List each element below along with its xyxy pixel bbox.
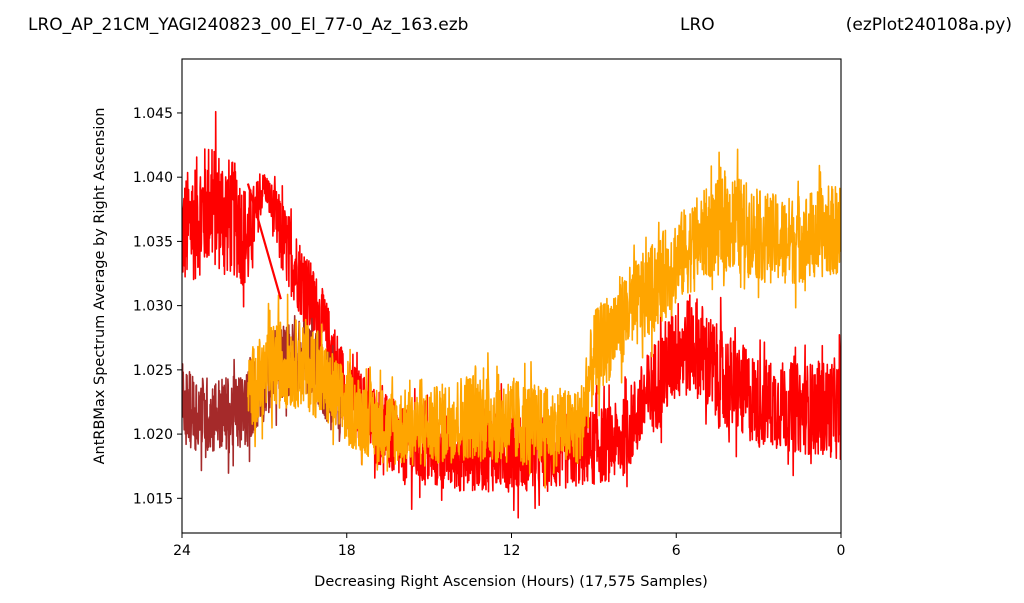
y-tick-label: 1.030: [133, 299, 173, 315]
series-line: [182, 110, 841, 519]
y-tick-label: 1.015: [133, 491, 173, 507]
y-tick-label: 1.020: [133, 427, 173, 443]
x-tick-label: 18: [338, 543, 356, 559]
x-tick-label: 0: [837, 543, 846, 559]
chart-title-left: LRO_AP_21CM_YAGI240823_00_El_77-0_Az_163…: [28, 15, 468, 35]
y-tick-label: 1.025: [133, 363, 173, 379]
x-axis-label: Decreasing Right Ascension (Hours) (17,5…: [314, 574, 708, 590]
chart-title-center: LRO: [680, 15, 715, 35]
series-layer: [182, 110, 841, 519]
y-tick-label: 1.045: [133, 106, 173, 122]
x-tick-label: 6: [672, 543, 681, 559]
connector-line: [246, 183, 282, 300]
annotation-layer: [246, 183, 282, 300]
y-tick-label: 1.035: [133, 234, 173, 250]
x-tick-label: 24: [173, 543, 191, 559]
y-tick-label: 1.040: [133, 170, 173, 186]
series-line: [247, 148, 841, 489]
x-tick-label: 12: [503, 543, 521, 559]
y-axis: 1.015 1.020 1.025 1.030 1.035 1.040 1.045: [133, 106, 182, 507]
chart-title-right: (ezPlot240108a.py): [846, 15, 1012, 35]
x-axis: 24 18 12 6 0: [173, 533, 845, 559]
y-axis-label: AntRBMax Spectrum Average by Right Ascen…: [92, 108, 108, 465]
